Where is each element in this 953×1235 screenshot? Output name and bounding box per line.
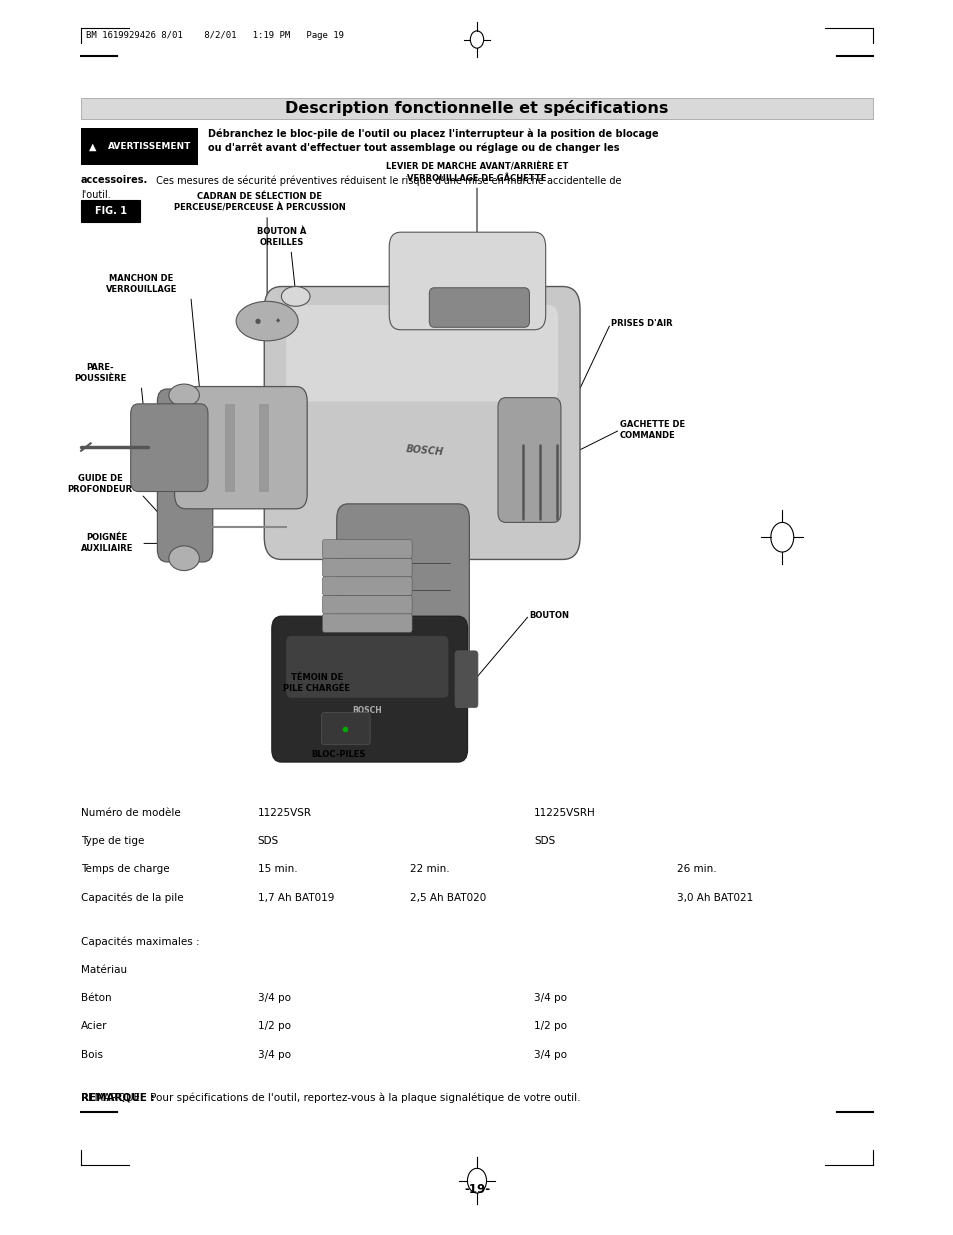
Text: Temps de charge: Temps de charge [81,864,170,874]
Bar [208,404,217,492]
Text: Béton: Béton [81,993,112,1003]
FancyBboxPatch shape [322,577,412,595]
Text: 1,7 Ah BAT019: 1,7 Ah BAT019 [257,893,334,903]
Text: Acier: Acier [81,1021,108,1031]
Text: Ces mesures de sécurité préventives réduisent le risque d'une mise en marche acc: Ces mesures de sécurité préventives rédu… [152,175,620,186]
Ellipse shape [169,384,199,406]
Text: 3/4 po: 3/4 po [257,1050,291,1060]
Text: MANCHON DE
VERROUILLAGE: MANCHON DE VERROUILLAGE [106,274,176,294]
FancyBboxPatch shape [497,398,560,522]
FancyBboxPatch shape [157,389,213,562]
Text: 26 min.: 26 min. [677,864,717,874]
FancyBboxPatch shape [272,616,467,762]
Text: REMARQUE : Pour spécifications de l'outil, reportez-vous à la plaque signalétiqu: REMARQUE : Pour spécifications de l'outi… [81,1093,580,1103]
Text: 11225VSR: 11225VSR [257,808,312,818]
FancyBboxPatch shape [322,614,412,632]
Text: BOSCH: BOSCH [405,445,443,457]
Bar [259,404,269,492]
FancyBboxPatch shape [455,651,477,708]
Text: 3/4 po: 3/4 po [534,993,567,1003]
Text: -19-: -19- [463,1183,490,1197]
Text: 3/4 po: 3/4 po [534,1050,567,1060]
Text: AVERTISSEMENT: AVERTISSEMENT [108,142,191,152]
Text: REMARQUE :: REMARQUE : [81,1093,154,1103]
Text: ●: ● [254,319,260,324]
FancyBboxPatch shape [322,558,412,577]
Bar [81,200,140,222]
Text: SDS: SDS [257,836,278,846]
Text: Capacités maximales :: Capacités maximales : [81,936,199,947]
Text: 15 min.: 15 min. [257,864,297,874]
FancyBboxPatch shape [286,636,448,698]
Text: GUIDE DE
PROFONDEUR: GUIDE DE PROFONDEUR [68,474,132,494]
Text: LEVIER DE MARCHE AVANT/ARRIÈRE ET
VERROUILLAGE DE GÂCHETTE: LEVIER DE MARCHE AVANT/ARRIÈRE ET VERROU… [385,163,568,183]
Text: 1/2 po: 1/2 po [257,1021,291,1031]
Text: BM 1619929426 8/01    8/2/01   1:19 PM   Page 19: BM 1619929426 8/01 8/2/01 1:19 PM Page 1… [86,31,343,40]
Text: 22 min.: 22 min. [410,864,450,874]
FancyBboxPatch shape [131,404,208,492]
FancyBboxPatch shape [286,305,558,401]
Bar [191,404,200,492]
Text: GACHETTE DE
COMMANDE: GACHETTE DE COMMANDE [619,420,684,440]
Text: Débranchez le bloc-pile de l'outil ou placez l'interrupteur à la position de blo: Débranchez le bloc-pile de l'outil ou pl… [208,128,658,153]
Text: POIGNÉE
AUXILIAIRE: POIGNÉE AUXILIAIRE [81,534,132,553]
Text: SDS: SDS [534,836,555,846]
Ellipse shape [236,301,297,341]
Text: Bois: Bois [81,1050,103,1060]
FancyBboxPatch shape [336,504,469,663]
Text: 11225VSRH: 11225VSRH [534,808,596,818]
Text: PARE-
POUSSIÈRE: PARE- POUSSIÈRE [74,363,126,383]
Text: BOSCH: BOSCH [352,705,382,715]
FancyBboxPatch shape [389,232,545,330]
Text: Type de tige: Type de tige [81,836,144,846]
FancyBboxPatch shape [321,713,370,745]
Text: Capacités de la pile: Capacités de la pile [81,893,184,904]
Bar [242,404,252,492]
Text: 1/2 po: 1/2 po [534,1021,567,1031]
Bar [81,128,198,165]
Text: BOUTON À
OREILLES: BOUTON À OREILLES [256,227,306,247]
Text: 2,5 Ah BAT020: 2,5 Ah BAT020 [410,893,486,903]
Text: BLOC-PILES: BLOC-PILES [312,750,365,758]
Text: 3/4 po: 3/4 po [257,993,291,1003]
FancyBboxPatch shape [174,387,307,509]
Text: TÉMOIN DE
PILE CHARGÉE: TÉMOIN DE PILE CHARGÉE [283,673,350,693]
FancyBboxPatch shape [322,595,412,614]
Text: CADRAN DE SÉLECTION DE
PERCEUSE/PERCEUSE À PERCUSSION: CADRAN DE SÉLECTION DE PERCEUSE/PERCEUSE… [173,193,345,212]
FancyBboxPatch shape [264,287,579,559]
Text: ◆: ◆ [276,319,280,324]
Text: Matériau: Matériau [81,965,127,974]
Text: PRISES D'AIR: PRISES D'AIR [610,319,672,329]
FancyBboxPatch shape [81,98,872,119]
Text: ▲: ▲ [89,142,96,152]
Text: Description fonctionnelle et spécifications: Description fonctionnelle et spécificati… [285,100,668,116]
FancyBboxPatch shape [429,288,529,327]
Text: l'outil.: l'outil. [81,190,111,200]
Ellipse shape [281,287,310,306]
Text: accessoires.: accessoires. [81,175,148,185]
Text: FIG. 1: FIG. 1 [94,206,127,216]
Ellipse shape [169,546,199,571]
Bar [225,404,234,492]
Text: BOUTON: BOUTON [529,610,569,620]
Text: 3,0 Ah BAT021: 3,0 Ah BAT021 [677,893,753,903]
FancyBboxPatch shape [322,540,412,558]
Text: Numéro de modèle: Numéro de modèle [81,808,181,818]
